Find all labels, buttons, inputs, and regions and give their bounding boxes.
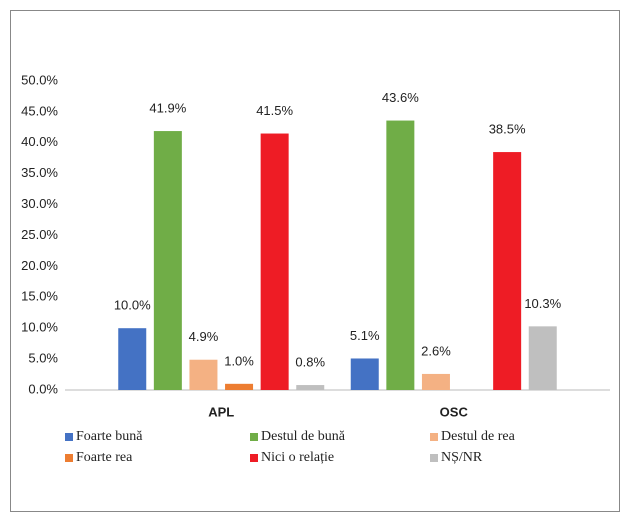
legend-label: Foarte bună xyxy=(76,429,143,444)
y-tick-label: 10.0% xyxy=(21,320,58,335)
y-tick-label: 25.0% xyxy=(21,227,58,242)
legend-label: Destul de rea xyxy=(441,429,516,444)
y-tick-label: 35.0% xyxy=(21,165,58,180)
bar xyxy=(296,385,325,390)
data-label: 2.6% xyxy=(421,343,451,358)
legend-swatch xyxy=(65,454,73,462)
data-label: 41.9% xyxy=(149,100,186,115)
legend-swatch xyxy=(65,433,73,441)
data-label: 10.0% xyxy=(114,298,151,313)
legend-swatch xyxy=(250,454,258,462)
legend-label: Foarte rea xyxy=(76,450,133,465)
data-label: 0.8% xyxy=(295,354,325,369)
legend: Foarte bună Destul de bună Destul de rea Fo… xyxy=(65,429,516,465)
bar xyxy=(493,152,522,390)
legend-swatch xyxy=(430,454,438,462)
bar xyxy=(350,358,379,390)
x-tick-label: APL xyxy=(208,404,234,419)
legend-label: NȘ/NR xyxy=(441,450,483,465)
y-tick-label: 0.0% xyxy=(28,381,58,396)
data-label: 5.1% xyxy=(350,328,380,343)
legend-swatch xyxy=(430,433,438,441)
bar xyxy=(189,359,218,390)
data-label: 4.9% xyxy=(189,329,219,344)
legend-swatch xyxy=(250,433,258,441)
y-tick-label: 50.0% xyxy=(21,72,58,87)
data-label: 38.5% xyxy=(489,122,526,137)
legend-label: Destul de bună xyxy=(261,429,346,444)
legend-label: Nici o relație xyxy=(261,450,334,465)
y-tick-label: 5.0% xyxy=(28,351,58,366)
bar xyxy=(421,373,450,390)
bar xyxy=(153,131,182,391)
y-tick-label: 45.0% xyxy=(21,103,58,118)
bar xyxy=(118,328,147,390)
y-tick-label: 40.0% xyxy=(21,134,58,149)
data-label: 10.3% xyxy=(524,296,561,311)
data-label: 1.0% xyxy=(224,353,254,368)
x-tick-label: OSC xyxy=(440,404,469,419)
y-tick-label: 20.0% xyxy=(21,258,58,273)
y-tick-label: 15.0% xyxy=(21,289,58,304)
bar xyxy=(260,133,289,390)
data-label: 43.6% xyxy=(382,90,419,105)
bar xyxy=(528,326,557,390)
y-tick-label: 30.0% xyxy=(21,196,58,211)
bar xyxy=(386,120,415,390)
bar xyxy=(225,383,254,390)
data-label: 41.5% xyxy=(256,103,293,118)
